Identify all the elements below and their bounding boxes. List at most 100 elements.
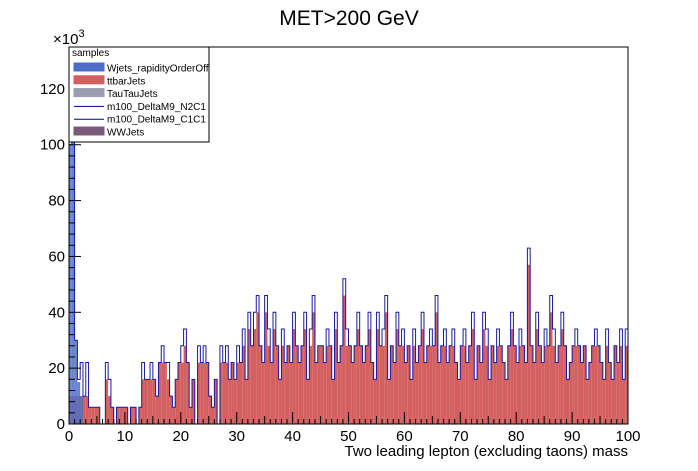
legend-entry-label: ttbarJets: [107, 76, 145, 87]
ttbar-bar: [591, 345, 595, 424]
x-tick-label: 10: [117, 428, 134, 445]
x-tick-label: 50: [340, 428, 357, 445]
ttbar-bar: [535, 329, 539, 424]
wjets-bar: [74, 340, 78, 424]
ttbar-bars: [69, 122, 628, 425]
ttbar-bar: [446, 362, 450, 424]
ttbar-bar: [314, 362, 318, 424]
legend-entry-label: m100_DeltaM9_N2C1: [107, 102, 206, 113]
ttbar-bar: [197, 362, 201, 424]
ttbar-bar: [440, 345, 444, 424]
ttbar-bar: [608, 362, 612, 424]
x-tick-label: 70: [452, 428, 469, 445]
ttbar-bar: [379, 345, 383, 424]
ttbar-bar: [133, 407, 137, 424]
ttbar-bar: [203, 362, 206, 424]
ttbar-bar: [583, 345, 587, 424]
x-axis: 0 10 20 30 40 50 60 70 80 90 100: [65, 412, 641, 445]
ttbar-bar: [169, 396, 173, 424]
ttbar-bar: [219, 362, 223, 424]
legend-header: samples: [72, 48, 109, 59]
ttbar-bar: [116, 407, 120, 424]
ttbar-bar: [479, 362, 483, 424]
ttbar-bar: [384, 312, 388, 424]
ttbar-bar: [432, 345, 436, 424]
ttbar-bar: [281, 345, 285, 424]
stack-outline: [68, 121, 629, 425]
ttbar-bar: [312, 312, 315, 424]
ttbar-bar: [435, 312, 438, 424]
ttbar-bar: [164, 362, 167, 424]
ttbar-bar: [443, 345, 447, 424]
ttbar-bar: [426, 345, 430, 424]
x-tick-label: 60: [396, 428, 413, 445]
ttbar-bar: [412, 345, 416, 424]
ttbar-bar: [242, 345, 246, 424]
ttbar-bar: [91, 407, 95, 424]
ttbar-bar: [351, 362, 355, 424]
ttbar-bar: [516, 362, 519, 424]
ttbar-bar: [359, 345, 363, 424]
ttbar-bar: [600, 362, 603, 424]
ttbar-bar: [460, 345, 464, 424]
ttbar-bar: [88, 407, 92, 424]
ttbar-bar: [549, 312, 553, 424]
ttbar-bar: [382, 345, 385, 424]
ttbar-bar: [356, 329, 360, 424]
ttbar-bar: [429, 345, 433, 424]
ttbar-bar: [468, 345, 472, 424]
ttbar-bar: [300, 345, 304, 424]
y-tick-label: 100: [40, 137, 65, 154]
ttbar-bar: [94, 407, 97, 424]
ttbar-bar: [605, 345, 609, 424]
ttbar-bar: [370, 362, 374, 424]
ttbar-bar: [544, 345, 547, 424]
legend-swatch: [73, 62, 105, 72]
ttbar-bar: [122, 407, 125, 424]
ttbar-bar: [390, 345, 394, 424]
ttbar-bar: [558, 345, 561, 424]
ttbar-bar: [496, 345, 500, 424]
ttbar-bar: [85, 396, 89, 424]
ttbar-bar: [320, 345, 324, 424]
ttbar-bar: [275, 345, 279, 424]
ttbar-bar: [119, 407, 123, 424]
ttbar-bar: [463, 345, 466, 424]
ttbar-bar: [552, 345, 556, 424]
ttbar-bar: [231, 362, 234, 424]
ttbar-bar: [331, 379, 335, 424]
ttbar-bar: [191, 379, 195, 424]
ttbar-bar: [560, 329, 564, 424]
ttbar-bar: [519, 345, 522, 424]
ttbar-bar: [138, 407, 142, 424]
ttbar-bar: [482, 329, 486, 424]
ttbar-bar: [569, 362, 573, 424]
ttbar-bar: [166, 379, 170, 424]
ttbar-bar: [175, 379, 178, 424]
ttbar-bar: [250, 345, 254, 424]
legend-entry-label: m100_DeltaM9_C1C1: [107, 115, 206, 126]
ttbar-bar: [457, 379, 461, 424]
y-tick-label: 20: [48, 360, 65, 377]
ttbar-bar: [326, 345, 329, 424]
wjets-bar: [80, 396, 83, 424]
ttbar-bar: [572, 345, 575, 424]
ttbar-bar: [563, 345, 567, 424]
x-axis-title: Two leading lepton (excluding taons) mas…: [345, 443, 629, 460]
ttbar-bar: [376, 329, 380, 424]
ttbar-bar: [586, 379, 589, 424]
ttbar-bar: [328, 345, 332, 424]
ttbar-bar: [510, 329, 514, 424]
ttbar-bar: [172, 407, 176, 424]
ttbar-bar: [96, 407, 100, 424]
ttbar-bar: [208, 396, 212, 424]
ttbar-bar: [270, 362, 274, 424]
ttbar-bar: [474, 379, 478, 424]
ttbar-bar: [423, 362, 427, 424]
ttbar-bar: [273, 329, 276, 424]
ttbar-bar: [541, 362, 545, 424]
ttbar-bar: [527, 264, 531, 424]
